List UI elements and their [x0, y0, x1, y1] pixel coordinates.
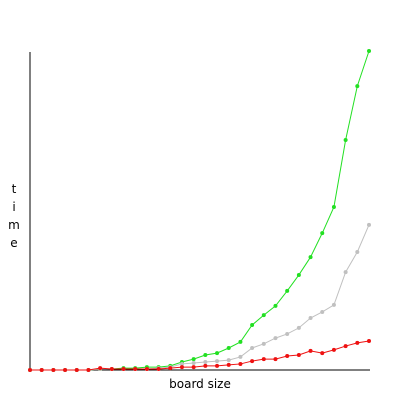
data-point	[343, 270, 348, 275]
data-point	[74, 368, 79, 372]
data-point	[133, 367, 138, 372]
data-point	[203, 363, 208, 368]
data-point	[308, 316, 313, 321]
data-point	[63, 368, 68, 372]
data-point	[296, 325, 301, 330]
data-point	[250, 345, 255, 350]
data-point	[226, 345, 231, 350]
data-point	[261, 313, 266, 318]
data-point	[285, 331, 290, 336]
data-point	[273, 357, 278, 362]
data-point	[250, 323, 255, 328]
data-point	[273, 336, 278, 341]
data-point	[51, 368, 56, 372]
data-point	[144, 367, 149, 372]
data-point	[39, 368, 44, 372]
data-point	[355, 340, 360, 345]
data-point	[355, 84, 360, 89]
data-point	[121, 367, 126, 372]
data-point	[367, 49, 371, 53]
data-point	[226, 358, 231, 363]
data-point	[168, 366, 173, 371]
data-point	[320, 231, 325, 236]
data-point	[109, 367, 114, 372]
data-point	[215, 359, 220, 364]
data-point	[331, 302, 336, 307]
data-point	[308, 348, 313, 353]
data-point	[215, 363, 220, 368]
data-point	[367, 338, 371, 343]
data-point	[238, 361, 243, 366]
data-point	[296, 272, 301, 277]
data-point	[285, 353, 290, 358]
data-point	[203, 360, 208, 365]
data-point	[367, 222, 371, 227]
data-point	[261, 357, 266, 362]
data-point	[226, 362, 231, 367]
data-point	[203, 353, 208, 358]
data-point	[343, 138, 348, 143]
data-point	[343, 344, 348, 349]
data-point	[191, 357, 196, 362]
data-point	[273, 303, 278, 308]
data-point	[215, 351, 220, 356]
data-point	[86, 368, 91, 372]
y-axis-label: time	[7, 182, 21, 254]
data-point	[179, 361, 184, 366]
data-point	[156, 367, 161, 372]
data-point	[250, 359, 255, 364]
series-line	[30, 224, 370, 371]
data-point	[238, 354, 243, 359]
data-point	[28, 368, 32, 372]
data-point	[320, 309, 325, 314]
data-point	[308, 255, 313, 260]
data-point	[355, 249, 360, 254]
data-point	[98, 366, 103, 371]
data-point	[191, 365, 196, 370]
data-point	[191, 360, 196, 365]
data-point	[285, 288, 290, 293]
series-line	[30, 340, 370, 371]
data-point	[261, 341, 266, 346]
series-line	[30, 50, 370, 371]
data-point	[179, 365, 184, 370]
data-point	[331, 204, 336, 209]
data-point	[296, 353, 301, 358]
data-point	[331, 347, 336, 352]
data-point	[238, 339, 243, 344]
data-point	[320, 351, 325, 356]
x-axis-label: board size	[169, 377, 231, 391]
